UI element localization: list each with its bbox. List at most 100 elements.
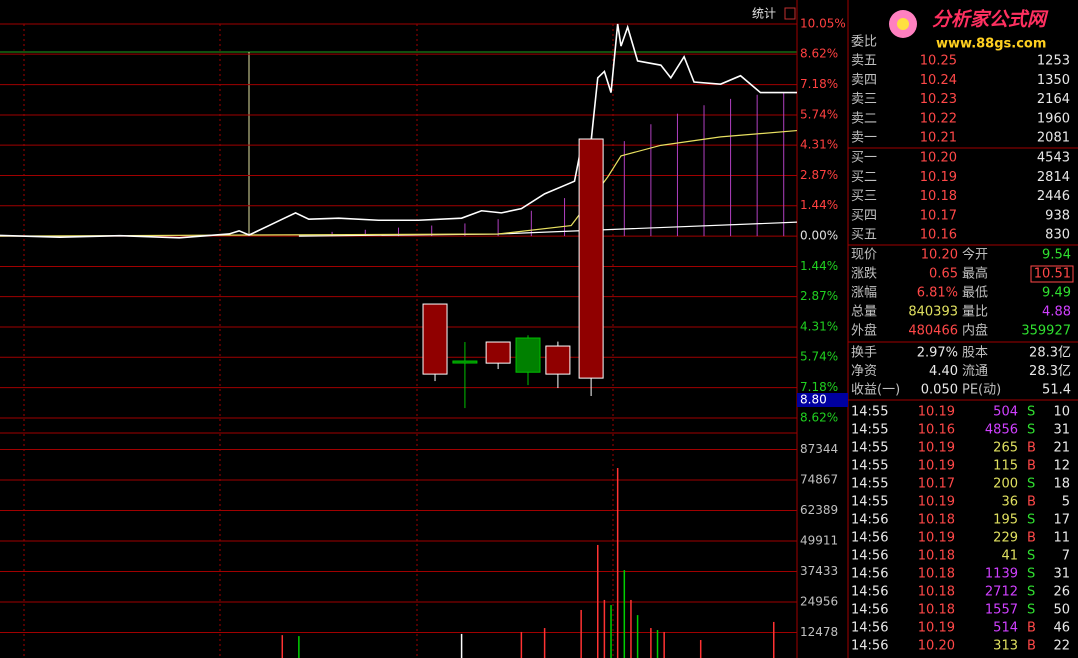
- tick-side: S: [1027, 423, 1035, 438]
- book-price: 10.22: [920, 111, 957, 126]
- tick-price: 10.18: [918, 567, 955, 582]
- volume-tick-label: 87344: [800, 442, 838, 456]
- finance-value: 51.4: [1042, 383, 1071, 398]
- tick-side: B: [1027, 459, 1036, 474]
- tick-volume: 229: [993, 531, 1018, 546]
- tick-count: 10: [1053, 405, 1070, 420]
- volume-tick-label: 74867: [800, 473, 838, 487]
- tick-volume: 1139: [985, 567, 1018, 582]
- price-line: [0, 23, 797, 239]
- tick-count: 11: [1053, 531, 1070, 546]
- book-label: 买二: [851, 170, 877, 185]
- quote-panel: 委比 卖五 10.25 1253 卖四 10.24 1350 卖三 10.23 2164 卖二 10…: [848, 35, 1078, 654]
- book-label: 买三: [851, 189, 877, 204]
- y-tick-label: 4.31%: [800, 320, 838, 334]
- stat-value: 840393: [908, 305, 958, 320]
- y-tick-label: 8.62%: [800, 411, 838, 425]
- candle-body: [452, 360, 478, 364]
- tick-time: 14:56: [851, 513, 888, 528]
- finance-label: 收益(一): [851, 383, 900, 398]
- vertical-grid: [23, 24, 614, 658]
- tick-count: 12: [1053, 459, 1070, 474]
- tick-side: B: [1027, 495, 1036, 510]
- tick-price: 10.16: [918, 423, 955, 438]
- volume-tick-label: 24956: [800, 595, 838, 609]
- stat-value: 359927: [1021, 324, 1071, 339]
- stat-value: 9.49: [1042, 286, 1071, 301]
- stat-value: 9.54: [1042, 248, 1071, 263]
- tick-side: B: [1027, 531, 1036, 546]
- y-tick-label: 0.00%: [800, 229, 838, 243]
- tick-count: 31: [1053, 567, 1070, 582]
- candle-body: [485, 341, 511, 364]
- y-tick-label: 2.87%: [800, 168, 838, 182]
- tick-time: 14:55: [851, 423, 888, 438]
- y-tick-label: 7.18%: [800, 380, 838, 394]
- logo-url: www.88gs.com: [936, 37, 1046, 52]
- stat-value: 0.65: [929, 267, 958, 282]
- book-volume: 1253: [1037, 54, 1070, 69]
- book-volume: 2814: [1037, 170, 1070, 185]
- tick-volume: 2712: [985, 585, 1018, 600]
- tick-time: 14:56: [851, 585, 888, 600]
- tick-side: S: [1027, 567, 1035, 582]
- tick-count: 18: [1053, 477, 1070, 492]
- toolbar-label[interactable]: 统计: [752, 7, 776, 21]
- stat-value: 4.88: [1042, 305, 1071, 320]
- tick-price: 10.18: [918, 549, 955, 564]
- stat-label: 总量: [851, 305, 877, 320]
- y-tick-label: 2.87%: [800, 289, 838, 303]
- stat-value: 6.81%: [917, 286, 958, 301]
- stat-label: 外盘: [851, 323, 877, 339]
- tick-time: 14:55: [851, 441, 888, 456]
- book-label: 卖三: [851, 92, 877, 107]
- book-label: 买五: [851, 228, 877, 243]
- tick-price: 10.19: [918, 495, 955, 510]
- stat-value: 10.20: [921, 248, 958, 263]
- tick-side: B: [1027, 621, 1036, 636]
- book-label: 买四: [851, 208, 877, 223]
- book-price: 10.21: [920, 131, 957, 146]
- tick-price: 10.19: [918, 531, 955, 546]
- tick-count: 46: [1053, 621, 1070, 636]
- stat-label: 内盘: [962, 323, 988, 339]
- y-tick-label: 1.44%: [800, 259, 838, 273]
- high-box: [1030, 265, 1074, 283]
- tick-count: 21: [1053, 441, 1070, 456]
- stat-value: 10.51: [1034, 267, 1071, 282]
- cursor-box: [797, 393, 848, 407]
- logo-title: 分析家公式网: [932, 9, 1049, 31]
- tick-volume: 4856: [985, 423, 1018, 438]
- candle-body: [578, 138, 604, 379]
- book-label: 卖二: [851, 111, 877, 126]
- stat-label: 涨跌: [851, 266, 877, 282]
- book-price: 10.16: [920, 228, 957, 243]
- tick-time: 14:55: [851, 459, 888, 474]
- book-volume: 1960: [1037, 111, 1070, 126]
- stat-label: 最高: [962, 266, 988, 282]
- finance-label: 换手: [851, 346, 877, 361]
- tick-volume: 313: [993, 639, 1018, 654]
- tick-time: 14:56: [851, 549, 888, 564]
- cursor-label: 8.80: [800, 393, 827, 407]
- book-volume: 2446: [1037, 189, 1070, 204]
- book-volume: 938: [1045, 208, 1070, 223]
- tick-price: 10.20: [918, 639, 955, 654]
- stat-label: 今开: [962, 247, 988, 263]
- book-label: 卖五: [851, 54, 877, 69]
- candle-body: [545, 345, 571, 375]
- toolbar-icon[interactable]: [784, 7, 796, 20]
- tick-time: 14:55: [851, 495, 888, 510]
- book-price: 10.17: [920, 208, 957, 223]
- tick-time: 14:56: [851, 531, 888, 546]
- tick-count: 5: [1062, 495, 1070, 510]
- logo-center: [897, 18, 909, 30]
- stat-value: 480466: [908, 324, 958, 339]
- tick-side: S: [1027, 513, 1035, 528]
- book-price: 10.20: [920, 151, 957, 166]
- tick-volume: 195: [993, 513, 1018, 528]
- book-volume: 2081: [1037, 131, 1070, 146]
- tick-count: 26: [1053, 585, 1070, 600]
